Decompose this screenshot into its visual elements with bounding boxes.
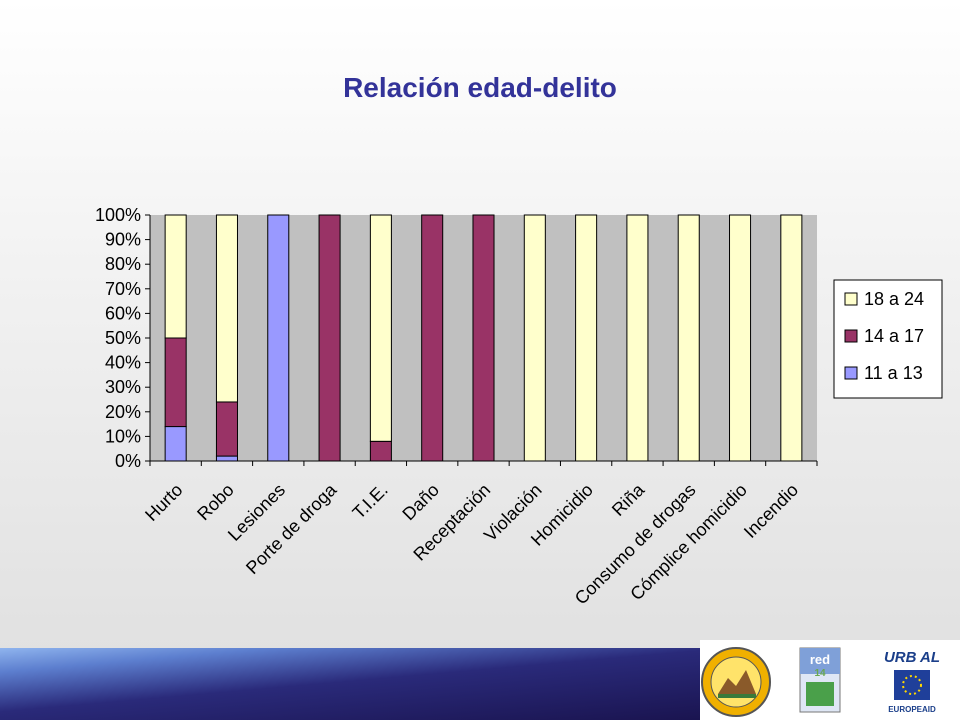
bar-segment [164, 337, 187, 428]
x-tick-label: Riña [608, 479, 649, 520]
bars-group [164, 214, 803, 462]
bar-segment [626, 214, 649, 462]
bar-segment [523, 214, 546, 462]
y-tick-label: 90% [105, 230, 141, 250]
x-tick-label: Robo [193, 480, 238, 525]
bar-segment [215, 214, 238, 403]
bar-segment [677, 214, 700, 462]
municipal-seal-logo [701, 647, 771, 717]
legend-swatch [844, 292, 858, 306]
red-logo-number: 14 [814, 668, 826, 679]
x-tick-label: Daño [398, 480, 443, 525]
stacked-bar-chart: 0%10%20%30%40%50%60%70%80%90%100% Hurto R… [95, 205, 943, 608]
y-tick-label: 100% [95, 205, 141, 225]
europeaid-text: EUROPEAID [888, 705, 936, 714]
bar-segment [780, 214, 803, 462]
bar-segment [575, 214, 598, 462]
legend-label: 11 a 13 [864, 363, 923, 383]
y-tick-label: 70% [105, 279, 141, 299]
x-tick-label: Hurto [141, 480, 186, 525]
x-tick-label: Porte de droga [242, 479, 341, 578]
bar-segment [369, 440, 392, 462]
y-tick-label: 10% [105, 426, 141, 446]
slide-title: Relación edad-delito [343, 72, 617, 103]
legend: 18 a 24 14 a 17 11 a 13 [833, 279, 943, 399]
bar-segment [164, 214, 187, 339]
x-tick-label: Incendio [740, 480, 802, 542]
legend-items: 18 a 24 14 a 17 11 a 13 [844, 289, 924, 383]
y-tick-label: 40% [105, 353, 141, 373]
bar-segment [215, 455, 238, 462]
y-tick-label: 60% [105, 303, 141, 323]
bar-segment [267, 214, 290, 462]
bar-segment [472, 214, 495, 462]
logos: red 14 URB AL EUROPEAID [701, 647, 940, 717]
bar-segment [369, 214, 392, 442]
bar-segment [729, 214, 752, 462]
y-tick-label: 30% [105, 377, 141, 397]
urbal-logo-text: URB AL [884, 649, 940, 666]
y-axis-ticks: 0% 10% 20% 30% 40% 50% 60% 70% 80% 90% 100% [95, 205, 150, 471]
urbal-europeaid-logo: URB AL EUROPEAID [884, 649, 940, 714]
legend-swatch [844, 329, 858, 343]
bar-segment [215, 401, 238, 457]
x-tick-label: T.I.E. [349, 480, 392, 523]
logo-panel: red 14 URB AL EUROPEAID [700, 640, 960, 720]
footer-band [0, 648, 700, 720]
legend-label: 14 a 17 [864, 326, 924, 346]
y-tick-label: 50% [105, 328, 141, 348]
bar-segment [164, 426, 187, 462]
red-logo-text: red [810, 652, 830, 667]
y-tick-label: 0% [115, 451, 141, 471]
bar-segment [421, 214, 444, 462]
legend-swatch [844, 366, 858, 380]
bar-segment [318, 214, 341, 462]
y-tick-label: 20% [105, 402, 141, 422]
legend-label: 18 a 24 [864, 289, 924, 309]
red-logo: red 14 [799, 647, 841, 713]
y-tick-label: 80% [105, 254, 141, 274]
